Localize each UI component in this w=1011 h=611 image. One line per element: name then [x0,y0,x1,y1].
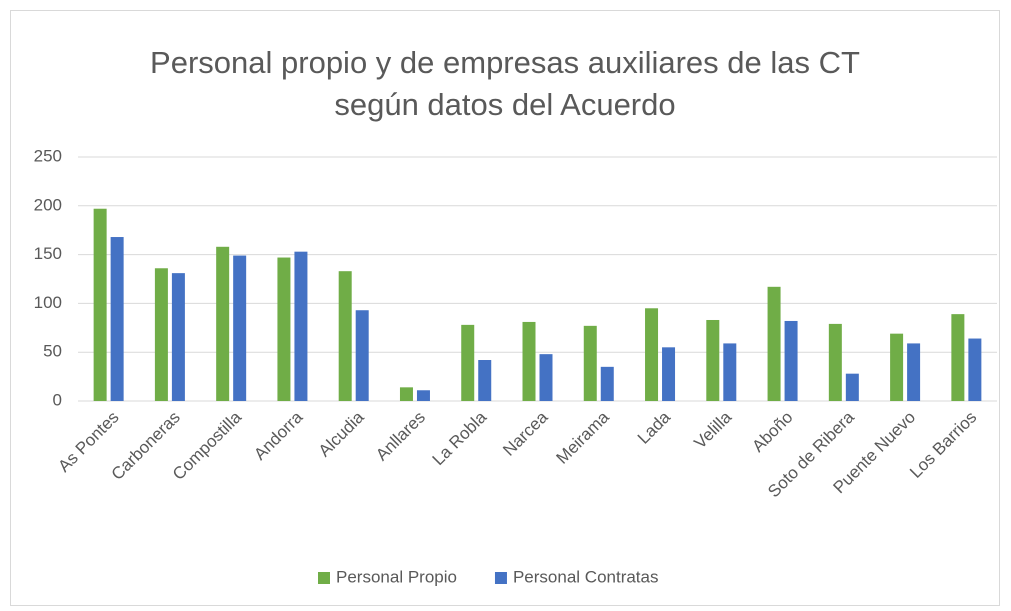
bar [277,257,291,401]
y-tick-label: 250 [34,146,62,165]
bar [294,251,308,401]
bar [110,237,124,401]
bar [828,323,842,401]
x-tick-label: Narcea [499,407,552,460]
x-tick-label: Andorra [250,407,307,464]
bar [706,319,720,401]
bar [907,343,921,401]
y-tick-label: 0 [53,390,62,409]
bar [338,271,352,401]
bar [662,347,676,401]
x-tick-label: La Robla [429,407,491,469]
bar [233,255,247,401]
bar [154,268,168,401]
x-tick-label: Meirama [553,407,614,468]
x-tick-label: Anllares [372,408,429,465]
bar [355,310,369,401]
bar [784,320,798,401]
bar [968,338,982,401]
y-tick-label: 150 [34,244,62,263]
bar [93,208,107,401]
bar [583,325,597,401]
bar [600,366,614,401]
chart-title: Personal propio y de empresas auxiliares… [150,45,860,122]
y-tick-label: 100 [34,293,62,312]
legend-label: Personal Propio [336,567,457,586]
bar [522,321,536,401]
x-tick-label: Alcudia [315,407,368,460]
bar [951,314,965,401]
x-tick-label: Lada [634,407,675,448]
legend-label: Personal Contratas [513,567,659,586]
bar [216,246,230,401]
bar [478,360,492,401]
x-tick-label: Los Barrios [906,408,980,482]
legend-swatch [318,572,330,584]
y-tick-label: 200 [34,195,62,214]
x-tick-label: Aboño [748,408,796,456]
bar [723,343,737,401]
bar [539,354,553,401]
bar [845,373,859,401]
bar [890,333,904,401]
x-tick-label: Velilla [690,407,735,452]
bar [767,286,781,401]
chart-frame [10,10,1000,606]
bar [416,390,430,401]
bar [399,387,413,401]
y-tick-label: 50 [43,342,62,361]
legend-swatch [494,572,507,584]
bar [645,308,659,401]
bar [171,273,185,401]
bar [461,324,475,401]
